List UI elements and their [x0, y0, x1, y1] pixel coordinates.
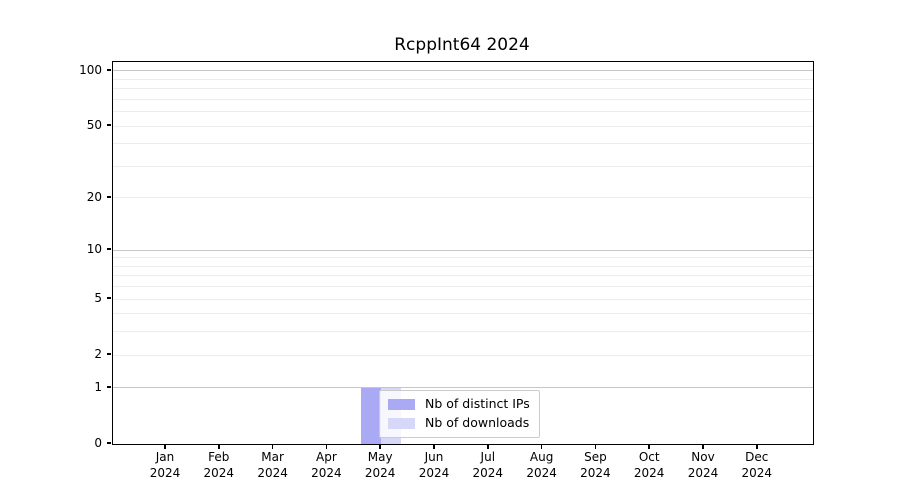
legend-entry: Nb of distinct IPs	[388, 397, 530, 411]
y-tick-label: 5	[94, 291, 102, 306]
x-tick-month: Jan	[155, 450, 175, 464]
gridline-minor	[113, 257, 813, 259]
legend-swatch	[388, 417, 415, 429]
x-tick-mark	[594, 444, 597, 449]
x-tick-month: Apr	[316, 450, 337, 464]
legend-label: Nb of distinct IPs	[425, 396, 530, 411]
gridline-minor	[113, 98, 813, 100]
legend-label: Nb of downloads	[425, 415, 530, 430]
gridline-minor	[113, 313, 813, 315]
x-tick-year: 2024	[364, 466, 396, 480]
gridline-minor	[113, 275, 813, 277]
x-tick-year: 2024	[311, 466, 342, 480]
gridline-minor	[113, 298, 813, 300]
y-tick-mark	[107, 297, 111, 299]
x-tick-month: Nov	[691, 450, 715, 464]
x-tick-mark	[487, 444, 489, 449]
x-tick-label: Jan 2024	[137, 449, 193, 481]
x-tick-year: 2024	[741, 466, 773, 480]
gridline-major	[113, 387, 813, 389]
gridline-minor	[113, 354, 813, 356]
legend-swatch	[388, 398, 415, 410]
x-tick-year: 2024	[633, 466, 665, 480]
y-tick-mark	[107, 248, 111, 250]
y-tick-label: 50	[86, 118, 102, 133]
y-tick-label: 100	[79, 62, 102, 77]
x-tick-mark	[218, 444, 220, 449]
y-tick-label: 20	[86, 189, 102, 204]
x-tick-year: 2024	[687, 466, 719, 480]
x-tick-label: Jul 2024	[460, 449, 516, 481]
x-tick-label: Apr 2024	[298, 449, 354, 481]
gridline-minor	[113, 88, 813, 90]
plot-area: Nb of distinct IPs Nb of downloads	[112, 61, 814, 445]
x-tick-label: Mar 2024	[245, 449, 301, 481]
x-tick-year: 2024	[472, 466, 504, 480]
x-tick-mark	[271, 444, 274, 449]
y-tick-mark	[107, 353, 111, 355]
x-tick-label: Sep 2024	[567, 449, 623, 481]
x-tick-year: 2024	[149, 466, 181, 480]
x-tick-month: Jul	[480, 450, 496, 464]
x-tick-month: Feb	[208, 450, 230, 464]
gridline-minor	[113, 331, 813, 333]
chart-title: RcppInt64 2024	[394, 35, 530, 55]
y-tick-mark	[107, 386, 111, 388]
x-tick-label: Oct 2024	[621, 449, 677, 481]
x-tick-month: Dec	[745, 450, 769, 464]
x-tick-year: 2024	[257, 466, 288, 480]
y-tick-label: 0	[94, 436, 102, 450]
x-tick-mark	[540, 444, 543, 449]
gridline-major	[113, 70, 813, 72]
y-tick-label: 10	[86, 242, 102, 257]
gridline-minor	[113, 286, 813, 288]
legend-entry: Nb of downloads	[388, 416, 530, 430]
x-tick-month: Mar	[261, 450, 284, 464]
gridline-minor	[113, 265, 813, 267]
x-tick-month: Sep	[584, 450, 607, 464]
gridline-minor	[113, 78, 813, 80]
x-tick-mark	[433, 444, 435, 449]
x-tick-label: Dec 2024	[729, 449, 785, 481]
gridline-major	[113, 249, 813, 251]
x-tick-month: Aug	[529, 450, 554, 464]
y-tick-mark	[107, 124, 111, 126]
y-tick-mark	[107, 69, 111, 71]
x-tick-year: 2024	[526, 466, 557, 480]
x-tick-month: May	[367, 450, 393, 464]
x-tick-label: Jun 2024	[406, 449, 462, 481]
y-tick-mark	[107, 196, 111, 198]
x-tick-month: Jun	[424, 450, 444, 464]
gridline-minor	[113, 197, 813, 199]
y-tick-label: 1	[94, 379, 102, 394]
x-tick-mark	[164, 444, 166, 449]
x-tick-year: 2024	[418, 466, 450, 480]
x-tick-label: Aug 2024	[514, 449, 570, 481]
x-tick-month: Oct	[638, 450, 660, 464]
y-tick-mark	[107, 442, 111, 444]
x-tick-label: Nov 2024	[675, 449, 731, 481]
x-tick-year: 2024	[203, 466, 235, 480]
x-tick-label: Feb 2024	[191, 449, 247, 481]
x-tick-label: May 2024	[352, 449, 408, 481]
gridline-minor	[113, 143, 813, 145]
legend: Nb of distinct IPs Nb of downloads	[379, 390, 540, 438]
y-tick-label: 2	[94, 347, 102, 362]
x-tick-year: 2024	[580, 466, 611, 480]
x-tick-mark	[325, 444, 328, 449]
x-tick-mark	[756, 444, 758, 449]
x-tick-mark	[702, 444, 704, 449]
gridline-minor	[113, 125, 813, 127]
x-tick-mark	[379, 444, 381, 449]
gridline-minor	[113, 111, 813, 113]
bar-distinct-ips	[361, 387, 382, 444]
gridline-minor	[113, 165, 813, 167]
x-tick-mark	[648, 444, 650, 449]
